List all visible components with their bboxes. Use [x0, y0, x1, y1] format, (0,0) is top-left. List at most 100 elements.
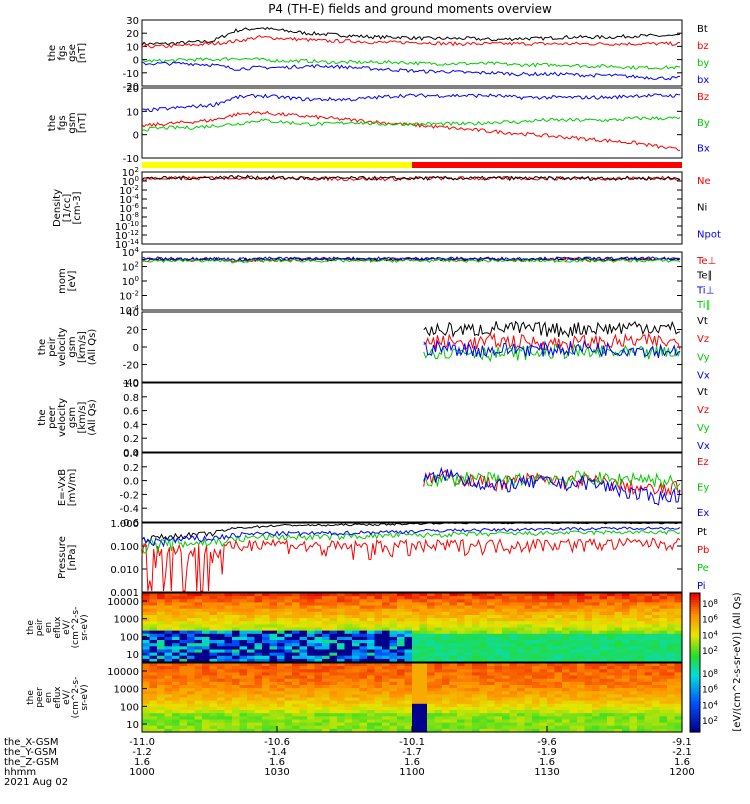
heatmap-cell [344, 658, 353, 663]
heatmap-cell [644, 608, 653, 613]
heatmap-cell [299, 605, 308, 610]
heatmap-cell [307, 611, 316, 616]
heatmap-cell [599, 646, 608, 650]
heatmap-cell [374, 633, 383, 638]
heatmap-cell [269, 599, 278, 603]
heatmap-cell [539, 691, 548, 695]
heatmap-cell [524, 722, 533, 727]
heatmap-cell [172, 713, 181, 717]
heatmap-cell [277, 716, 286, 720]
heatmap-cell [164, 685, 173, 689]
colorbar-frame [689, 592, 701, 733]
heatmap-cell [397, 706, 406, 711]
heatmap-cell [164, 697, 173, 702]
heatmap-cell [307, 658, 316, 663]
heatmap-cell [172, 658, 181, 663]
heatmap-cell [254, 636, 263, 641]
heatmap-cell [457, 710, 466, 714]
heatmap-cell [547, 691, 556, 695]
heatmap-cell [232, 669, 241, 673]
heatmap-cell [329, 675, 338, 680]
heatmap-cell [524, 630, 533, 635]
heatmap-cell [577, 675, 586, 680]
heatmap-cell [254, 618, 263, 622]
heatmap-cell [667, 685, 676, 689]
heatmap-cell [404, 663, 413, 667]
heatmap-cell [494, 636, 503, 641]
heatmap-cell [472, 652, 481, 657]
heatmap-cell [307, 716, 316, 720]
heatmap-cell [382, 719, 391, 724]
heatmap-cell [397, 663, 406, 667]
heatmap-cell [539, 630, 548, 635]
heatmap-cell [187, 706, 196, 711]
heatmap-cell [262, 608, 271, 613]
heatmap-cell [142, 618, 151, 622]
plot-title: P4 (TH-E) fields and ground moments over… [268, 2, 552, 16]
heatmap-cell [187, 602, 196, 607]
heatmap-cell [644, 596, 653, 600]
heatmap-cell [337, 636, 346, 641]
heatmap-cell [254, 633, 263, 638]
heatmap-cell [157, 663, 166, 667]
heatmap-cell [329, 694, 338, 699]
heatmap-cell [329, 655, 338, 660]
heatmap-cell [479, 596, 488, 600]
heatmap-cell [142, 710, 151, 714]
heatmap-cell [344, 640, 353, 644]
heatmap-cell [262, 599, 271, 603]
heatmap-cell [209, 611, 218, 616]
heatmap-cell [539, 658, 548, 663]
heatmap-cell [292, 627, 301, 632]
heatmap-cell [449, 643, 458, 647]
heatmap-cell [532, 605, 541, 610]
heatmap-cell [322, 633, 331, 638]
heatmap-cell [314, 678, 323, 683]
heatmap-cell [239, 655, 248, 660]
heatmap-cell [209, 643, 218, 647]
heatmap-cell [254, 669, 263, 673]
heatmap-cell [509, 636, 518, 641]
heatmap-cell [674, 640, 683, 644]
heatmap-cell [142, 728, 151, 733]
heatmap-cell [442, 663, 451, 667]
heatmap-cell [157, 669, 166, 673]
colorbar-cell [690, 618, 700, 622]
panel-frame [141, 87, 683, 159]
heatmap-cell [247, 615, 256, 619]
heatmap-cell [644, 627, 653, 632]
heatmap-cell [419, 596, 428, 600]
heatmap-cell [329, 710, 338, 714]
heatmap-cell [367, 719, 376, 724]
heatmap-cell [599, 602, 608, 607]
heatmap-cell [554, 725, 563, 730]
heatmap-cell [284, 658, 293, 663]
heatmap-cell [667, 646, 676, 650]
heatmap-cell [389, 621, 398, 625]
heatmap-cell [457, 697, 466, 702]
heatmap-cell [457, 669, 466, 673]
heatmap-cell [434, 630, 443, 635]
heatmap-cell [584, 627, 593, 632]
heatmap-cell [187, 678, 196, 683]
heatmap-cell [299, 681, 308, 686]
heatmap-cell [434, 700, 443, 705]
heatmap-cell [142, 630, 151, 635]
heatmap-cell [577, 694, 586, 699]
heatmap-cell [254, 593, 263, 597]
heatmap-cell [149, 618, 158, 622]
heatmap-cell [592, 602, 601, 607]
heatmap-cell [442, 716, 451, 720]
heatmap-cell [622, 636, 631, 641]
heatmap-cell [524, 655, 533, 660]
heatmap-cell [389, 728, 398, 733]
heatmap-cell [329, 605, 338, 610]
heatmap-cell [524, 663, 533, 667]
heatmap-cell [239, 615, 248, 619]
heatmap-cell [172, 602, 181, 607]
heatmap-cell [322, 663, 331, 667]
heatmap-cell [367, 636, 376, 641]
heatmap-cell [337, 700, 346, 705]
heatmap-cell [659, 697, 668, 702]
